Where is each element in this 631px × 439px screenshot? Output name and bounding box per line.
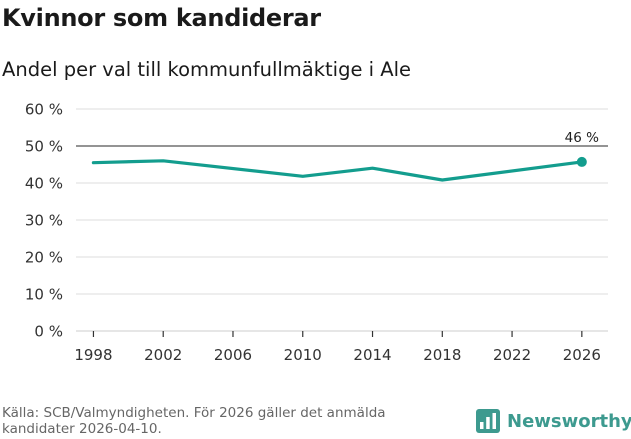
y-tick-label-10: 10 % [25, 286, 63, 304]
x-tick-label-2022: 2022 [493, 346, 531, 364]
end-point-marker [576, 156, 587, 167]
x-tick-label-2006: 2006 [214, 346, 252, 364]
x-tick-label-1998: 1998 [74, 346, 112, 364]
y-tick-label-40: 40 % [25, 175, 63, 193]
y-axis-labels: 0 % 10 % 20 % 30 % 40 % 50 % 60 % [25, 101, 63, 341]
y-tick-label-30: 30 % [25, 212, 63, 230]
y-tick-label-60: 60 % [25, 101, 63, 119]
brand-name: Newsworthy [507, 410, 631, 432]
line-chart: 0 % 10 % 20 % 30 % 40 % 50 % 60 % 1998 2002 2006… [25, 101, 608, 364]
y-tick-label-20: 20 % [25, 249, 63, 267]
x-tick-label-2010: 2010 [284, 346, 322, 364]
annotations: 46 % [565, 130, 599, 146]
x-tick-label-2014: 2014 [353, 346, 391, 364]
source-note: Källa: SCB/Valmyndigheten. För 2026 gäll… [2, 405, 386, 437]
x-tick-label-2002: 2002 [144, 346, 182, 364]
x-tick-label-2018: 2018 [423, 346, 461, 364]
end-value-label: 46 % [565, 130, 599, 146]
x-axis-ticks [92, 331, 583, 337]
series [91, 156, 587, 182]
brand: Newsworthy [476, 409, 631, 433]
chart-subtitle: Andel per val till kommunfullmäktige i A… [2, 58, 412, 81]
newsworthy-logo-icon [476, 409, 500, 433]
gridlines [76, 108, 608, 332]
y-tick-label-50: 50 % [25, 138, 63, 156]
x-tick-label-2026: 2026 [563, 346, 601, 364]
x-axis-labels: 1998 2002 2006 2010 2014 2018 2022 2026 [74, 346, 601, 364]
series-line-0 [91, 159, 584, 182]
chart-title: Kvinnor som kandiderar [2, 4, 321, 32]
y-tick-label-0: 0 % [34, 323, 63, 341]
